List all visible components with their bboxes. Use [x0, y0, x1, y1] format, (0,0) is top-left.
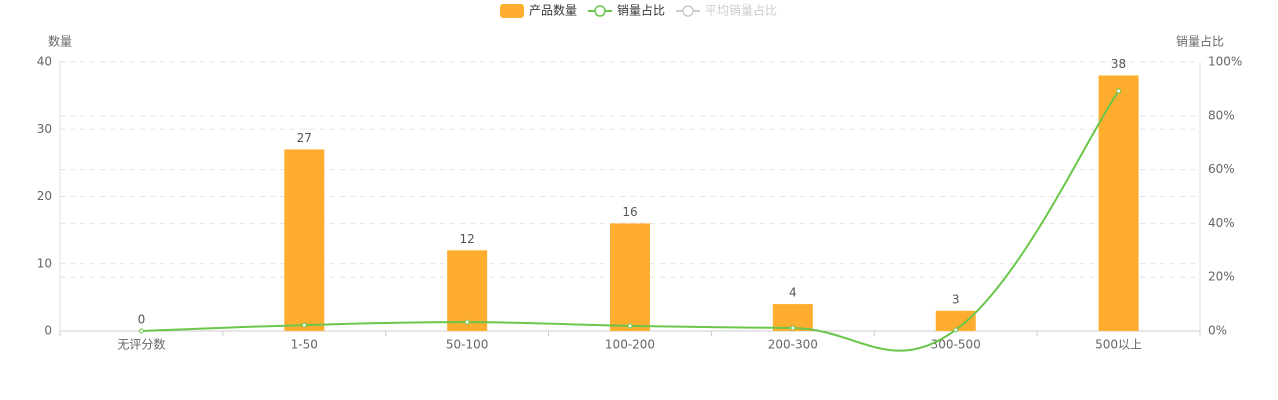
y2-tick-label: 100% — [1208, 55, 1242, 69]
x-tick-label: 200-300 — [768, 338, 818, 352]
x-tick-label: 500以上 — [1095, 338, 1142, 352]
data-label: 4 — [789, 286, 797, 300]
legend-label[interactable]: 销量占比 — [617, 3, 665, 18]
y2-axis-title: 销量占比 — [1176, 34, 1224, 49]
data-label: 38 — [1111, 57, 1126, 71]
y-tick-label: 40 — [37, 55, 52, 69]
legend-label[interactable]: 产品数量 — [529, 3, 577, 18]
legend-swatch — [500, 4, 524, 18]
x-tick-label: 50-100 — [446, 338, 489, 352]
y-tick-label: 20 — [37, 189, 52, 203]
data-label: 0 — [138, 313, 146, 327]
y2-tick-label: 40% — [1208, 216, 1235, 230]
y2-tick-label: 0% — [1208, 324, 1227, 338]
x-tick-label: 1-50 — [291, 338, 318, 352]
data-label: 16 — [622, 205, 637, 219]
bar — [935, 310, 976, 331]
line-marker — [301, 322, 307, 328]
bar — [610, 223, 650, 331]
line-marker — [790, 325, 796, 331]
x-tick-label: 300-500 — [931, 338, 981, 352]
bar — [447, 250, 488, 331]
line-marker — [953, 327, 959, 333]
x-tick-label: 无评分数 — [117, 337, 165, 352]
line — [141, 90, 1120, 352]
legend-swatch — [594, 5, 606, 17]
x-tick-label: 100-200 — [605, 338, 655, 352]
data-label: 12 — [460, 232, 475, 246]
data-label: 27 — [297, 131, 312, 145]
line-marker — [138, 328, 144, 334]
legend-swatch — [682, 5, 694, 17]
y2-tick-label: 60% — [1208, 162, 1235, 176]
bar — [284, 149, 325, 331]
y2-tick-label: 20% — [1208, 270, 1235, 284]
line-marker — [464, 319, 470, 325]
y-axis-title: 数量 — [48, 34, 72, 49]
y-tick-label: 30 — [37, 122, 52, 136]
bar — [1098, 75, 1139, 331]
line-marker — [1116, 88, 1122, 94]
y-tick-label: 10 — [37, 256, 52, 270]
line-marker — [627, 323, 633, 329]
y-tick-label: 0 — [44, 324, 52, 338]
y2-tick-label: 80% — [1208, 108, 1235, 122]
legend-label[interactable]: 平均销量占比 — [705, 3, 777, 18]
data-label: 3 — [952, 292, 960, 306]
